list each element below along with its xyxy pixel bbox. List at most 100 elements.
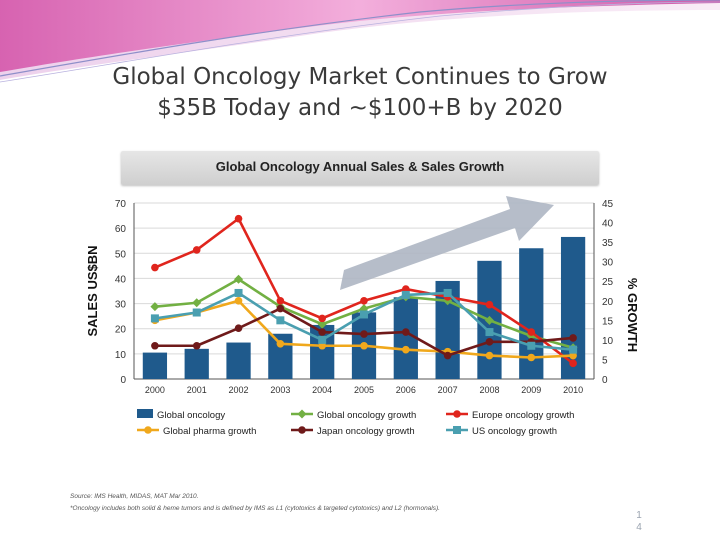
point-us-oncology-growth: [485, 328, 494, 337]
point-us-oncology-growth: [443, 288, 452, 297]
page-number-line-1: 1: [636, 510, 642, 521]
bar-global-oncology: [393, 297, 418, 379]
legend-label-us-oncology-growth: US oncology growth: [472, 426, 557, 437]
x-tick-label: 2007: [438, 385, 458, 395]
point-japan-oncology-growth: [485, 338, 494, 346]
x-tick-label: 2000: [145, 385, 165, 395]
y-axis-title: SALES US$BN: [85, 245, 100, 336]
x-tick-label: 2004: [312, 385, 332, 395]
y-tick-label: 20: [115, 325, 127, 336]
y-tick-label: 0: [120, 375, 126, 386]
x-tick-label: 2001: [187, 385, 207, 395]
point-global-pharma-growth: [485, 351, 494, 360]
trend-arrow: [340, 196, 554, 290]
legend-label-japan-oncology-growth: Japan oncology growth: [317, 426, 415, 437]
x-tick-label: 2002: [229, 385, 249, 395]
point-global-oncology-growth: [192, 298, 202, 308]
point-japan-oncology-growth: [276, 304, 285, 313]
y-tick-label: 30: [115, 300, 127, 311]
legend-marker-europe-oncology-growth: [453, 410, 461, 418]
y2-tick-label: 45: [602, 199, 614, 210]
y2-tick-label: 40: [602, 219, 614, 230]
y2-tick-label: 15: [602, 316, 614, 327]
point-europe-oncology-growth: [318, 314, 326, 323]
point-us-oncology-growth: [401, 290, 410, 299]
point-global-pharma-growth: [360, 341, 368, 350]
y2-tick-label: 35: [602, 238, 614, 249]
slide-title-line-2: $35B Today and ~$100+B by 2020: [157, 95, 563, 121]
source-note: Source: IMS Health, MIDAS, MAT Mar 2010.: [70, 493, 199, 500]
page-number-line-2: 4: [636, 522, 642, 533]
page-number: 1 4: [634, 510, 644, 534]
y-tick-label: 70: [115, 199, 127, 210]
y-tick-label: 60: [115, 224, 127, 235]
point-us-oncology-growth: [360, 310, 368, 319]
point-europe-oncology-growth: [234, 214, 243, 223]
bar-global-oncology: [226, 342, 251, 379]
legend-label-global-oncology: Global oncology: [157, 410, 225, 421]
point-japan-oncology-growth: [151, 341, 159, 350]
point-europe-oncology-growth: [192, 246, 201, 254]
point-global-pharma-growth: [234, 296, 243, 305]
x-tick-label: 2010: [563, 385, 583, 395]
x-tick-label: 2006: [396, 385, 416, 395]
point-europe-oncology-growth: [151, 263, 159, 272]
y2-tick-label: 20: [602, 297, 614, 308]
legend-marker-us-oncology-growth: [453, 426, 461, 434]
slide-title: Global Oncology Market Continues to Grow…: [0, 62, 720, 124]
x-tick-label: 2009: [521, 385, 541, 395]
x-tick-label: 2005: [354, 385, 374, 395]
y2-tick-label: 25: [602, 277, 614, 288]
point-japan-oncology-growth: [318, 328, 326, 336]
point-japan-oncology-growth: [192, 341, 201, 350]
point-us-oncology-growth: [150, 314, 159, 323]
legend-label-global-oncology-growth: Global oncology growth: [317, 410, 416, 421]
y-tick-label: 10: [115, 350, 127, 361]
slide-title-line-1: Global Oncology Market Continues to Grow: [112, 64, 608, 90]
y2-axis-title: % GROWTH: [625, 278, 640, 352]
legend-marker-global-oncology-growth: [297, 409, 307, 419]
legend-marker-global-pharma-growth: [144, 426, 152, 434]
point-japan-oncology-growth: [360, 330, 368, 338]
point-europe-oncology-growth: [569, 359, 577, 368]
point-global-oncology-growth: [150, 302, 160, 312]
header-decoration: [0, 0, 720, 83]
point-japan-oncology-growth: [234, 324, 243, 332]
y2-tick-label: 5: [602, 355, 608, 366]
point-global-oncology-growth: [484, 315, 494, 325]
point-us-oncology-growth: [569, 345, 578, 354]
legend-label-europe-oncology-growth: Europe oncology growth: [472, 410, 574, 421]
point-global-pharma-growth: [402, 345, 410, 354]
point-global-oncology-growth: [234, 274, 244, 284]
point-global-pharma-growth: [527, 353, 536, 362]
point-japan-oncology-growth: [443, 351, 452, 360]
point-us-oncology-growth: [318, 335, 327, 344]
bar-global-oncology: [184, 348, 209, 379]
y2-tick-label: 30: [602, 258, 614, 269]
point-europe-oncology-growth: [276, 296, 285, 305]
point-europe-oncology-growth: [360, 296, 368, 305]
point-global-oncology-growth: [317, 319, 327, 329]
legend-label-global-pharma-growth: Global pharma growth: [163, 426, 256, 437]
point-japan-oncology-growth: [402, 328, 410, 336]
point-europe-oncology-growth: [527, 328, 536, 336]
point-us-oncology-growth: [527, 341, 536, 350]
definition-note: *Oncology includes both solid & heme tum…: [70, 505, 440, 512]
point-us-oncology-growth: [276, 316, 285, 325]
point-us-oncology-growth: [234, 288, 243, 297]
bar-global-oncology: [142, 352, 168, 379]
y-tick-label: 50: [115, 249, 127, 260]
legend-swatch-global-oncology: [137, 409, 153, 418]
point-europe-oncology-growth: [485, 300, 494, 309]
x-tick-label: 2003: [270, 385, 290, 395]
y-tick-label: 40: [115, 274, 127, 285]
point-us-oncology-growth: [192, 308, 201, 317]
x-tick-label: 2008: [479, 385, 499, 395]
y2-tick-label: 0: [602, 375, 608, 386]
point-japan-oncology-growth: [569, 334, 577, 342]
point-global-pharma-growth: [276, 340, 285, 348]
y2-tick-label: 10: [602, 336, 614, 347]
legend-marker-japan-oncology-growth: [298, 426, 306, 434]
chart-title: Global Oncology Annual Sales & Sales Gro…: [215, 159, 505, 174]
